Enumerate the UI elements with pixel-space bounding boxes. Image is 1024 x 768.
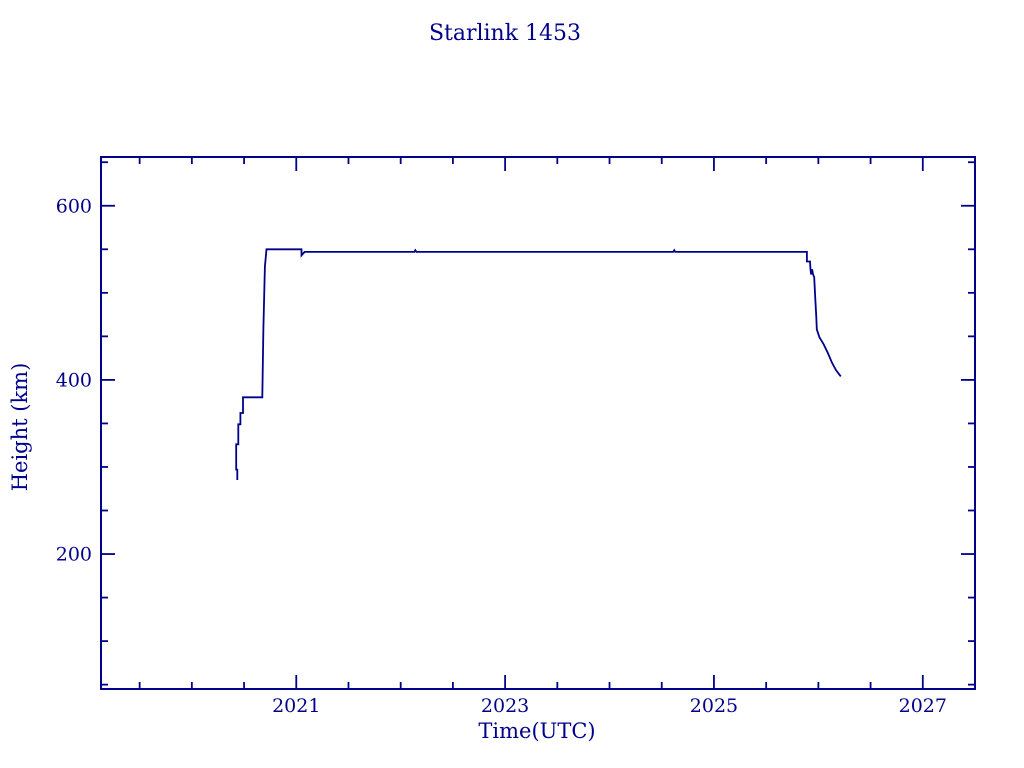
x-axis-title: Time(UTC) <box>478 719 595 743</box>
x-tick-label: 2027 <box>899 695 947 717</box>
plot-frame <box>100 156 976 690</box>
y-tick-label: 400 <box>56 369 92 391</box>
height-series-line <box>235 248 842 480</box>
y-axis-title: Height (km) <box>8 363 32 492</box>
x-tick-label: 2023 <box>481 695 529 717</box>
plot-frame-and-series: 2021 2023 2025 2027 200 400 600 <box>56 156 976 717</box>
y-tick-label: 600 <box>56 195 92 217</box>
x-tick-label: 2025 <box>690 695 738 717</box>
chart-title: Starlink 1453 <box>429 21 581 46</box>
y-tick-label: 200 <box>56 544 92 566</box>
x-tick-label: 2021 <box>272 695 320 717</box>
